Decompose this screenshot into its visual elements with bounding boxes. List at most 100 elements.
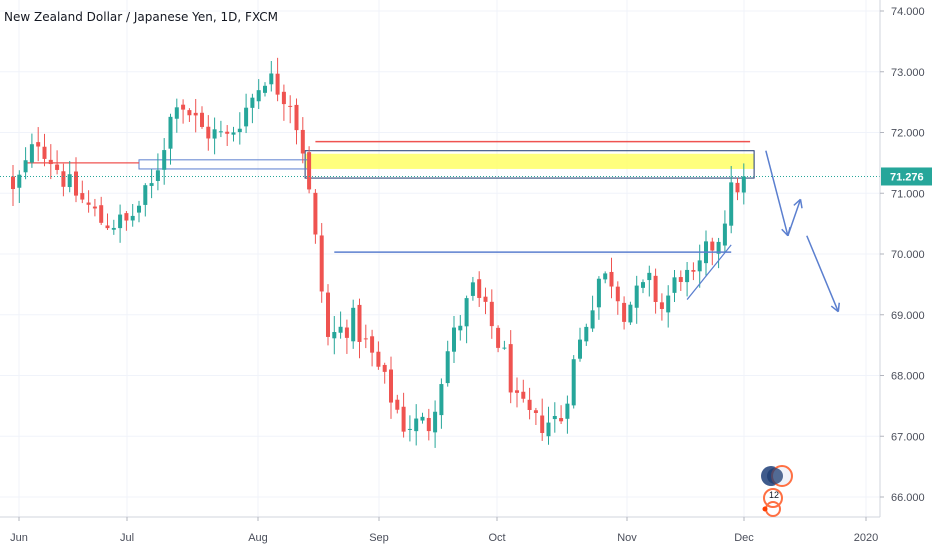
candle-body — [452, 327, 456, 352]
candle-up — [111, 219, 116, 235]
candle-body — [445, 351, 450, 384]
candle-body — [426, 417, 431, 432]
candle-body — [200, 112, 204, 127]
candle-up — [502, 340, 507, 350]
candle-body — [559, 418, 564, 422]
candle-body — [187, 110, 192, 116]
candle-body — [433, 411, 438, 433]
tradingview-badge-icon: 12 — [757, 462, 799, 518]
candle-down — [187, 108, 192, 122]
candle-up — [722, 210, 727, 252]
candle-body — [489, 301, 494, 327]
candle-body — [244, 107, 249, 127]
candle-up — [647, 265, 652, 297]
candle-up — [143, 183, 148, 217]
candle-down — [313, 189, 318, 244]
candle-body — [634, 285, 639, 308]
candle-body — [659, 302, 664, 309]
candle-body — [370, 336, 375, 353]
candle-body — [212, 129, 217, 139]
price-tick-label: 68.000 — [891, 371, 925, 383]
candle-body — [256, 90, 261, 102]
candle-down — [363, 324, 368, 349]
candle-up — [634, 275, 639, 324]
candle-down — [483, 287, 488, 315]
candle-up — [332, 316, 337, 355]
candle-up — [603, 271, 608, 284]
candle-down — [193, 98, 198, 133]
candle-body — [540, 415, 545, 433]
candle-body — [552, 415, 557, 420]
candle-up — [168, 113, 173, 165]
candle-up — [137, 200, 141, 223]
candle-up — [338, 311, 343, 339]
candle-body — [137, 205, 141, 213]
candle-body — [281, 91, 286, 105]
candle-down — [99, 196, 104, 225]
candle-body — [269, 73, 274, 85]
candle-down — [678, 270, 683, 291]
projection-arrow-down-2-head — [837, 302, 841, 312]
candle-body — [326, 292, 330, 337]
candle-body — [67, 174, 72, 188]
candle-body — [181, 104, 186, 110]
candle-down — [181, 99, 186, 124]
time-tick-label: Oct — [488, 532, 505, 544]
candle-body — [130, 215, 135, 221]
candle-body — [29, 144, 34, 163]
candle-up — [23, 147, 28, 180]
candle-down — [92, 198, 97, 217]
candle-body — [363, 338, 368, 340]
candle-down — [515, 377, 519, 408]
candle-up — [439, 378, 444, 429]
price-tick-label: 67.000 — [891, 431, 925, 443]
candle-body — [17, 174, 22, 188]
candle-up — [414, 404, 419, 446]
drawing-tools-front — [0, 140, 880, 313]
candle-body — [565, 403, 570, 419]
candle-down — [559, 405, 564, 424]
candle-body — [729, 182, 734, 226]
candle-up — [174, 98, 179, 133]
price-tick-label: 69.000 — [891, 310, 925, 322]
candle-body — [250, 97, 255, 108]
candle-body — [61, 171, 66, 187]
candle-body — [722, 223, 727, 246]
candle-down — [508, 330, 513, 404]
price-tick-label: 73.000 — [891, 67, 925, 79]
candle-up — [420, 412, 425, 424]
candle-up — [269, 60, 274, 92]
last-price-badge — [881, 167, 932, 186]
candle-down — [200, 106, 204, 129]
candle-body — [596, 278, 601, 308]
projection-arrow-down-2 — [806, 235, 839, 312]
candle-body — [168, 116, 173, 149]
candle-up — [250, 93, 255, 124]
candle-body — [685, 269, 690, 283]
candle-body — [395, 399, 400, 410]
price-tick-label: 72.000 — [891, 128, 925, 140]
chart-title: New Zealand Dollar / Japanese Yen, 1D, F… — [4, 10, 279, 24]
candle-down — [275, 57, 280, 102]
candle-down — [300, 117, 305, 164]
candle-down — [326, 284, 330, 346]
candle-body — [344, 327, 349, 338]
candle-body — [111, 227, 116, 230]
candle-down — [370, 329, 375, 367]
resistance-zone-box — [304, 150, 755, 179]
candle-up — [729, 165, 734, 234]
price-axis-background — [880, 0, 932, 550]
candle-up — [263, 82, 267, 97]
time-tick-label: Aug — [248, 532, 268, 544]
candle-body — [307, 152, 312, 190]
candle-body — [300, 129, 305, 154]
candle-up — [351, 299, 356, 349]
candle-down — [622, 296, 627, 330]
candle-body — [143, 185, 148, 205]
candle-down — [376, 341, 381, 370]
projection-arrow-up-head — [793, 198, 802, 206]
candle-down — [357, 298, 362, 359]
candle-up — [716, 237, 721, 269]
candle-body — [288, 105, 293, 107]
